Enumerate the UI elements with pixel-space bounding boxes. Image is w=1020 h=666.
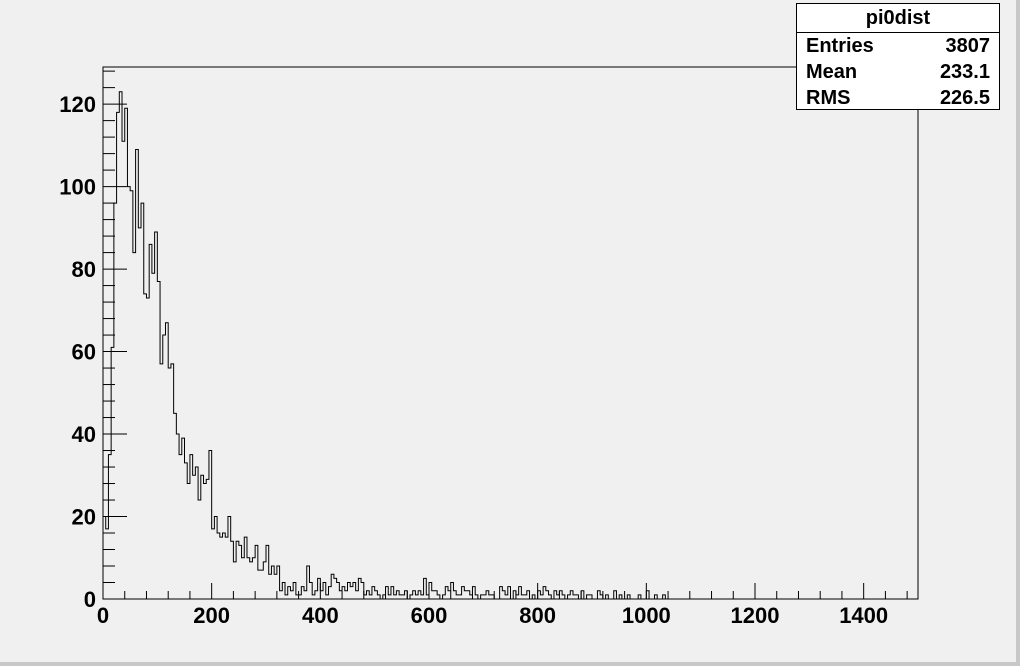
x-tick-label: 0 xyxy=(97,603,109,628)
x-tick-label: 600 xyxy=(411,603,448,628)
stats-label-rms: RMS xyxy=(806,87,851,109)
x-tick-label: 1400 xyxy=(839,603,888,628)
stats-box[interactable]: pi0dist Entries 3807 Mean 233.1 RMS 226.… xyxy=(796,3,1000,110)
tick-labels: 0 200 400 600 800 1000 1200 1400 0 20 40 60 80 100 120 xyxy=(59,92,888,628)
y-tick-label: 120 xyxy=(59,92,96,117)
x-tick-label: 400 xyxy=(302,603,339,628)
x-tick-label: 1000 xyxy=(622,603,671,628)
stats-row-entries: Entries 3807 xyxy=(797,33,999,59)
stats-value-rms: 226.5 xyxy=(939,87,990,109)
y-tick-label: 0 xyxy=(84,587,96,612)
y-tick-label: 20 xyxy=(72,505,96,530)
x-tick-label: 1200 xyxy=(731,603,780,628)
y-tick-label: 100 xyxy=(59,175,96,200)
histogram-line xyxy=(102,91,674,600)
plot-area xyxy=(102,66,919,600)
stats-label-mean: Mean xyxy=(806,61,858,83)
stats-row-rms: RMS 226.5 xyxy=(797,85,999,111)
stats-value-entries: 3807 xyxy=(945,35,991,57)
stats-label-entries: Entries xyxy=(806,35,874,57)
y-tick-label: 80 xyxy=(72,257,96,282)
frame-shadow-bottom xyxy=(0,662,1020,666)
stats-row-mean: Mean 233.1 xyxy=(797,59,999,85)
stats-title: pi0dist xyxy=(797,4,999,33)
x-tick-label: 200 xyxy=(193,603,230,628)
stats-value-mean: 233.1 xyxy=(939,61,990,83)
x-tick-label: 800 xyxy=(519,603,556,628)
frame-shadow-right xyxy=(1016,0,1020,666)
y-tick-label: 60 xyxy=(72,340,96,365)
y-tick-label: 40 xyxy=(72,422,96,447)
